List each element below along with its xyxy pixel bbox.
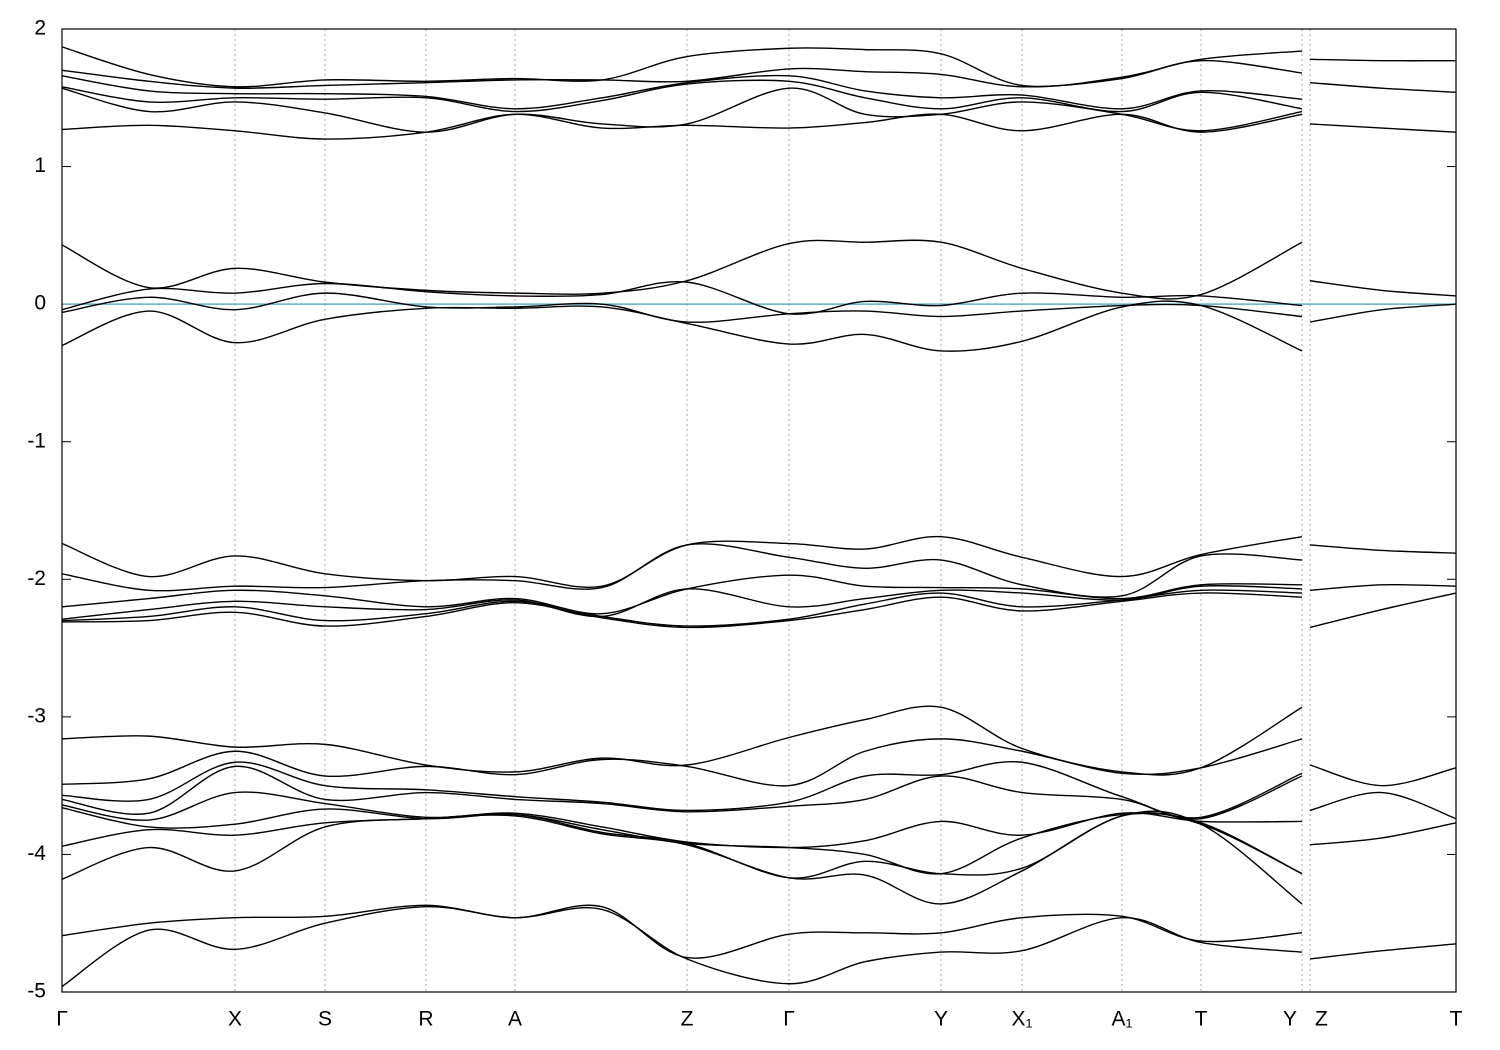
x-tick-label: S — [318, 1008, 332, 1031]
x-tick-label: Y — [1283, 1008, 1297, 1031]
band-line — [61, 46, 1457, 88]
band-line — [61, 59, 1457, 93]
band-line — [61, 906, 1303, 988]
x-tick-label: Γ — [783, 1008, 795, 1031]
band-line — [61, 87, 1303, 133]
band-line — [61, 584, 1303, 620]
x-tick-label: T — [1450, 1008, 1463, 1031]
band-line — [61, 280, 1457, 323]
y-tick-label: -3 — [27, 704, 46, 727]
x-tick-label: X — [228, 1008, 242, 1031]
x-tick-label: T — [1195, 1008, 1208, 1031]
plot-frame — [61, 28, 1457, 993]
x-tick-label: Γ — [56, 1008, 68, 1031]
y-tick-label: 2 — [34, 17, 46, 40]
y-tick-label: -5 — [27, 980, 46, 1003]
x-tick-label: Z — [681, 1008, 694, 1031]
band-line — [61, 239, 1457, 300]
x-tick-label: X₁ — [1011, 1008, 1032, 1031]
band-line — [61, 592, 1303, 629]
x-tick-label: Y — [934, 1008, 948, 1031]
band-line — [61, 765, 1303, 820]
y-tick-label: -4 — [27, 842, 46, 865]
y-tick-label: -2 — [27, 567, 46, 590]
band-line — [61, 810, 1303, 905]
band-line — [61, 113, 1303, 140]
y-tick-label: -1 — [27, 429, 46, 452]
band-line — [61, 589, 1303, 627]
y-tick-label: 0 — [34, 292, 46, 315]
y-tick-label: 1 — [34, 154, 46, 177]
x-tick-label: A₁ — [1111, 1008, 1132, 1031]
band-line — [61, 292, 1303, 323]
band-line — [61, 904, 1457, 960]
band-line — [61, 738, 1457, 820]
band-line — [61, 705, 1457, 787]
band-line — [61, 760, 1457, 846]
band-line — [61, 300, 1303, 352]
x-tick-label: A — [508, 1008, 522, 1031]
x-tick-label: R — [418, 1008, 433, 1031]
band-line — [61, 74, 1457, 133]
x-tick-label: Z — [1315, 1008, 1328, 1031]
